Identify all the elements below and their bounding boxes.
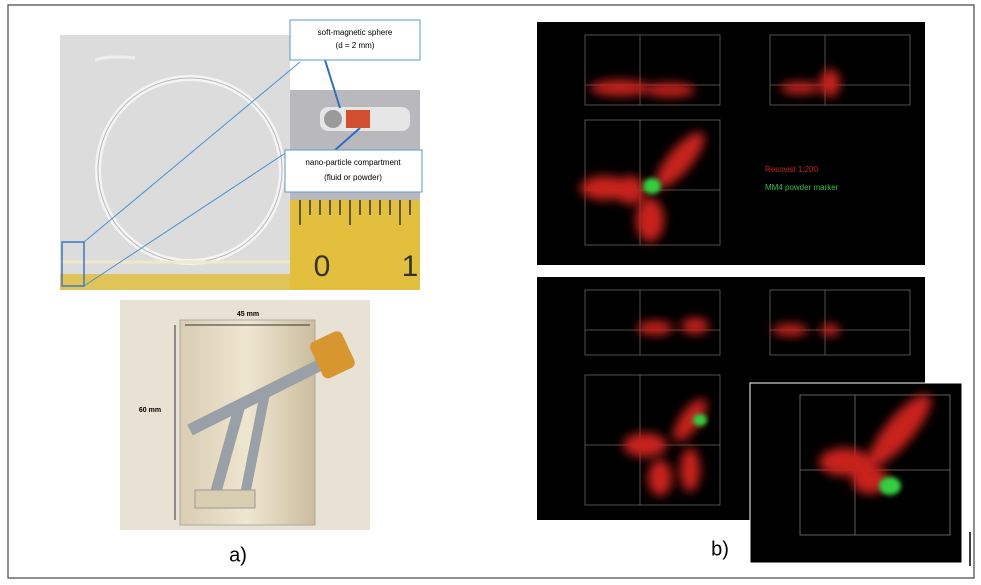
callout-text: nano-particle compartment bbox=[305, 158, 401, 167]
callout-text: (fluid or powder) bbox=[324, 173, 382, 182]
callout-box bbox=[290, 20, 420, 60]
legend-text: MM4 powder marker bbox=[765, 183, 839, 192]
dimension-label: 60 mm bbox=[139, 407, 161, 414]
callout-text: soft-magnetic sphere bbox=[318, 28, 393, 37]
callout-box bbox=[285, 150, 422, 192]
photo-phantom bbox=[120, 300, 370, 530]
panel-label: b) bbox=[711, 538, 729, 560]
figure: 0 1 soft-magnetic sphere (d = 2 mm) nano… bbox=[0, 0, 981, 585]
legend-text: Resovist 1:200 bbox=[765, 165, 818, 174]
ruler-label: 0 bbox=[314, 250, 331, 283]
ruler-label: 1 bbox=[402, 250, 419, 283]
panel-label: a) bbox=[229, 544, 247, 566]
mpi-panel-top bbox=[537, 22, 925, 265]
dimension-label: 45 mm bbox=[237, 311, 259, 318]
photo-ring bbox=[60, 35, 300, 290]
mpi-inset bbox=[750, 383, 962, 563]
callout-text: (d = 2 mm) bbox=[336, 41, 375, 50]
